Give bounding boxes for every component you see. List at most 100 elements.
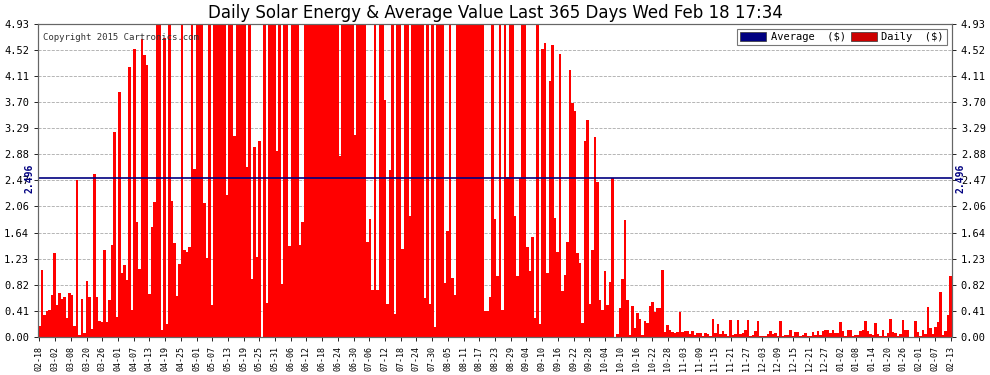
Bar xyxy=(486,311,489,337)
Bar xyxy=(351,24,353,337)
Bar xyxy=(111,245,113,337)
Bar xyxy=(494,219,496,337)
Bar xyxy=(596,182,599,337)
Bar xyxy=(81,299,83,337)
Bar xyxy=(236,24,239,337)
Bar xyxy=(331,24,334,337)
Bar xyxy=(93,174,96,337)
Bar xyxy=(55,305,58,337)
Bar xyxy=(609,282,612,337)
Bar xyxy=(118,92,121,337)
Bar xyxy=(509,24,511,337)
Bar xyxy=(812,332,814,337)
Bar xyxy=(224,24,226,337)
Text: Copyright 2015 Cartronics.com: Copyright 2015 Cartronics.com xyxy=(43,33,199,42)
Bar xyxy=(824,330,827,337)
Bar xyxy=(937,321,940,337)
Bar xyxy=(756,321,759,337)
Bar xyxy=(544,43,546,337)
Bar xyxy=(414,24,416,337)
Bar xyxy=(922,330,925,337)
Bar xyxy=(481,24,484,337)
Bar xyxy=(421,24,424,337)
Bar xyxy=(804,333,807,337)
Bar xyxy=(183,249,186,337)
Bar xyxy=(108,300,111,337)
Bar xyxy=(761,336,764,337)
Bar xyxy=(591,250,594,337)
Bar xyxy=(468,24,471,337)
Bar xyxy=(394,314,396,337)
Bar xyxy=(704,333,707,337)
Bar xyxy=(581,322,584,337)
Bar xyxy=(296,24,299,337)
Bar xyxy=(49,310,50,337)
Bar xyxy=(163,38,166,337)
Bar xyxy=(851,336,854,337)
Bar xyxy=(882,330,884,337)
Bar xyxy=(358,24,361,337)
Bar xyxy=(759,336,761,337)
Bar xyxy=(671,332,674,337)
Bar xyxy=(627,300,629,337)
Bar xyxy=(176,296,178,337)
Bar xyxy=(437,24,439,337)
Bar xyxy=(884,336,887,337)
Bar xyxy=(619,308,622,337)
Bar xyxy=(686,331,689,337)
Bar xyxy=(229,24,231,337)
Bar xyxy=(792,336,794,337)
Bar xyxy=(73,326,76,337)
Bar xyxy=(864,321,866,337)
Bar xyxy=(153,202,155,337)
Bar xyxy=(404,24,406,337)
Bar xyxy=(201,24,203,337)
Bar xyxy=(65,318,68,337)
Bar xyxy=(949,276,951,337)
Bar xyxy=(124,265,126,337)
Bar xyxy=(584,141,586,337)
Bar xyxy=(866,331,869,337)
Bar xyxy=(629,335,632,337)
Bar xyxy=(944,331,946,337)
Bar xyxy=(88,297,91,337)
Bar xyxy=(524,24,527,337)
Bar xyxy=(70,295,73,337)
Bar xyxy=(697,333,699,337)
Bar xyxy=(44,315,46,337)
Bar xyxy=(491,24,494,337)
Bar xyxy=(286,24,288,337)
Bar xyxy=(589,304,591,337)
Bar xyxy=(101,322,103,337)
Bar xyxy=(248,24,250,337)
Bar xyxy=(607,304,609,337)
Bar xyxy=(624,220,627,337)
Bar xyxy=(534,318,537,337)
Bar xyxy=(150,228,153,337)
Bar xyxy=(334,24,336,337)
Bar xyxy=(339,156,342,337)
Bar xyxy=(155,24,158,337)
Bar xyxy=(644,321,646,337)
Bar xyxy=(446,231,448,337)
Bar xyxy=(134,49,136,337)
Bar xyxy=(366,242,368,337)
Bar xyxy=(126,280,129,337)
Bar xyxy=(103,250,106,337)
Bar xyxy=(316,24,319,337)
Bar xyxy=(894,333,897,337)
Text: 2.496: 2.496 xyxy=(956,164,966,193)
Bar xyxy=(58,293,60,337)
Bar xyxy=(476,24,479,337)
Bar xyxy=(737,320,740,337)
Bar xyxy=(131,310,134,337)
Bar xyxy=(216,24,219,337)
Bar xyxy=(674,333,676,337)
Bar xyxy=(411,24,414,337)
Bar xyxy=(434,327,437,337)
Bar xyxy=(378,24,381,337)
Bar xyxy=(181,24,183,337)
Bar xyxy=(511,24,514,337)
Bar xyxy=(456,24,458,337)
Bar xyxy=(319,24,321,337)
